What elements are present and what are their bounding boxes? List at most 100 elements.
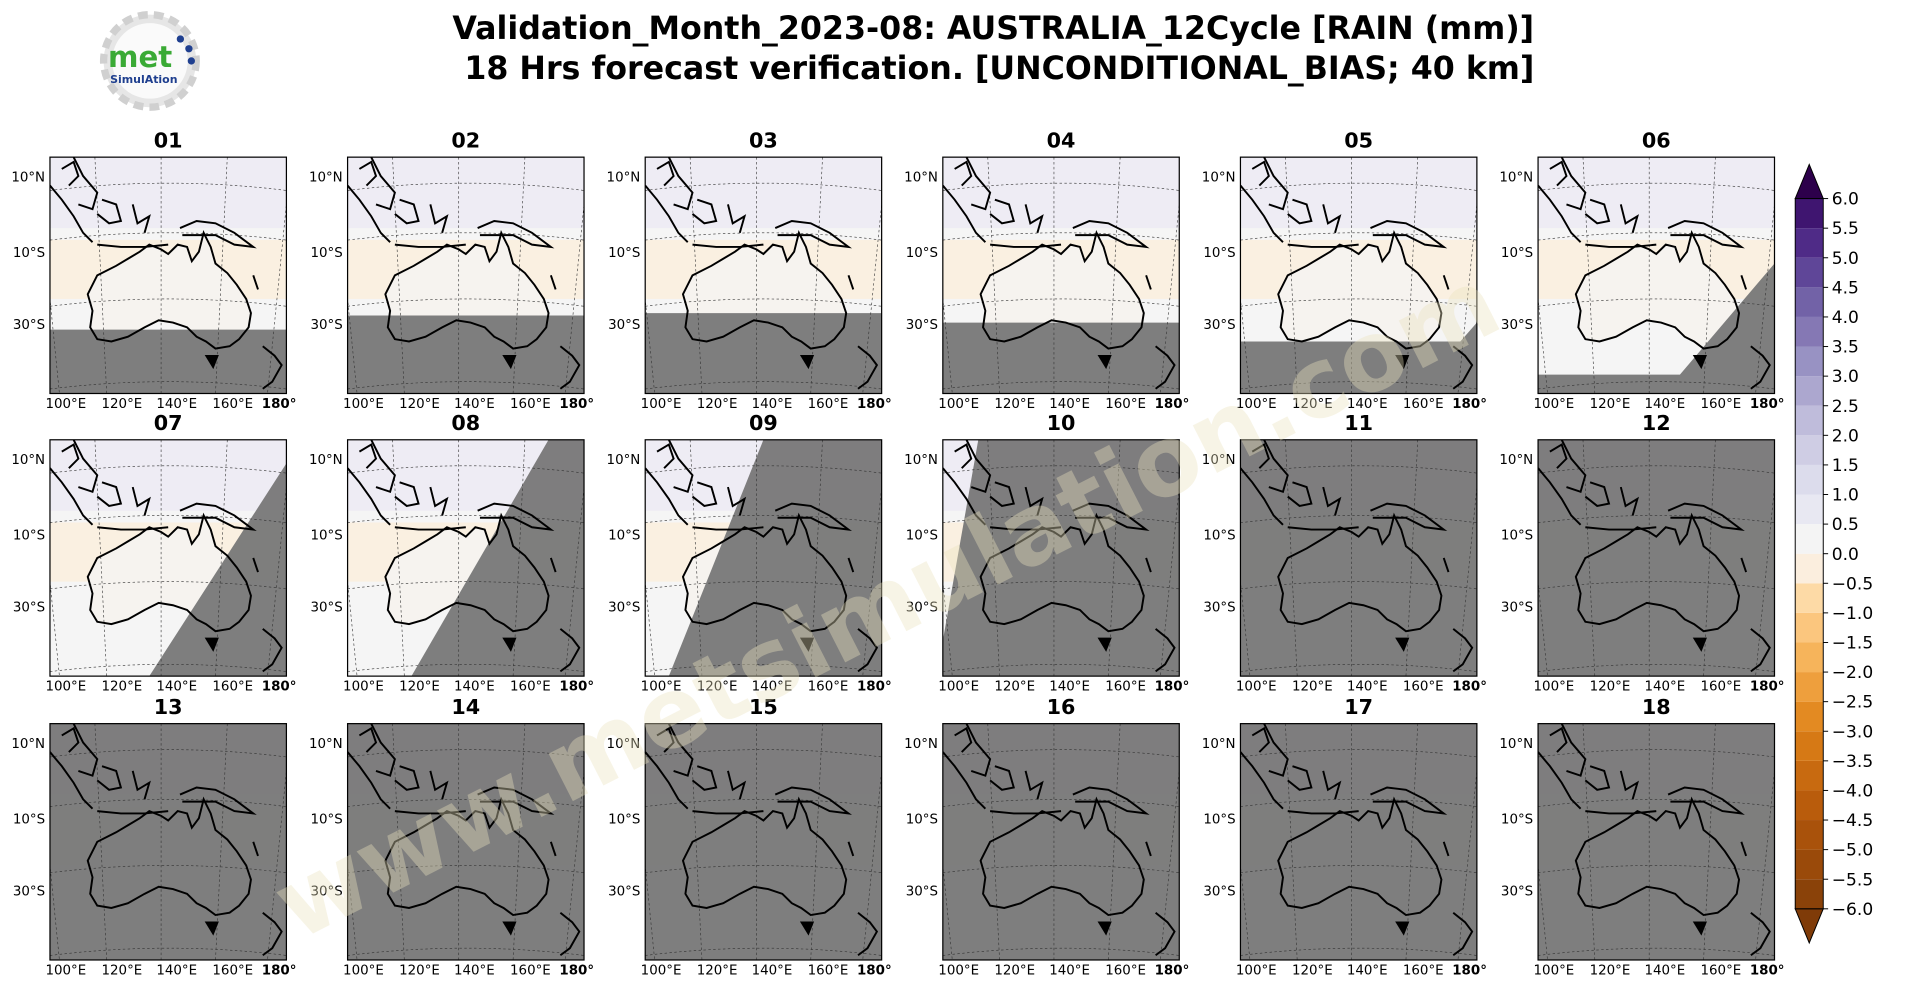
graticule xyxy=(942,581,1180,590)
map-frame xyxy=(942,723,1180,961)
lat-label: 10°N xyxy=(1202,453,1236,468)
coastline xyxy=(502,637,517,652)
coastline xyxy=(477,219,555,249)
coastline xyxy=(1155,345,1176,390)
graticule xyxy=(1160,767,1180,960)
coastline xyxy=(347,184,391,243)
coastline xyxy=(347,751,391,810)
map-frame xyxy=(1537,156,1776,395)
lat-label: 30°S xyxy=(906,884,938,899)
coastline xyxy=(477,502,555,531)
map-panel: 06 10°N 10°S 30°S 100°E 120°E 140°E 160°E 180° xyxy=(1499,128,1784,412)
coastline xyxy=(1097,637,1112,652)
lon-label: 140°E xyxy=(454,397,495,412)
lon-label: 120°E xyxy=(1292,964,1333,979)
panel-title: 12 xyxy=(1642,411,1671,435)
graticule xyxy=(1457,767,1477,960)
map-body xyxy=(49,439,287,677)
coastline xyxy=(1584,198,1611,225)
title-line: 18 Hrs forecast verification. [UNCONDITI… xyxy=(464,51,1534,87)
graticule xyxy=(1240,749,1477,758)
missing-data xyxy=(942,322,1180,394)
missing-data xyxy=(1538,723,1775,960)
graticule xyxy=(267,767,287,960)
coastline xyxy=(942,751,987,810)
lon-label: 120°E xyxy=(102,964,143,979)
coastline xyxy=(1692,921,1707,936)
lon-label: 140°E xyxy=(1644,680,1685,695)
colorbar-band xyxy=(1795,524,1824,554)
map-body xyxy=(1240,157,1477,394)
coastline xyxy=(1549,726,1568,753)
panel-title: 18 xyxy=(1642,695,1671,719)
missing-data xyxy=(645,723,882,960)
coastline xyxy=(384,796,550,917)
lat-label: 30°S xyxy=(1203,601,1235,616)
lon-label: 180° xyxy=(857,964,892,979)
coastline xyxy=(1145,841,1152,857)
colorbar-tick-label: −2.5 xyxy=(1832,693,1873,713)
map-body xyxy=(942,157,1180,394)
map-frame xyxy=(942,439,1180,677)
missing-data xyxy=(347,315,585,394)
graticule xyxy=(942,515,1180,524)
coastline xyxy=(179,786,257,815)
graticule xyxy=(942,465,1180,474)
graticule xyxy=(1703,157,1716,394)
coastline xyxy=(847,557,855,573)
graticule xyxy=(810,157,823,394)
lat-label: 10°S xyxy=(310,246,342,261)
coastline xyxy=(1155,628,1176,673)
coastline xyxy=(1750,628,1771,673)
graticule xyxy=(347,798,585,807)
graticule xyxy=(1405,157,1419,394)
map-panel: 05 10°N 10°S 30°S 100°E 120°E 140°E 160°E 180° xyxy=(1202,128,1487,412)
graticule xyxy=(1108,439,1121,677)
lon-label: 120°E xyxy=(399,680,440,695)
map-frame xyxy=(1239,156,1478,395)
graticule xyxy=(942,182,1180,191)
graticule xyxy=(1160,483,1180,677)
graticule xyxy=(1240,664,1477,672)
graticule xyxy=(1538,664,1775,672)
missing-data xyxy=(1240,723,1477,960)
field-lavender xyxy=(942,157,1180,229)
coastline xyxy=(1287,243,1359,248)
map-panel: 17 10°N 10°S 30°S 100°E 120°E 140°E 160°E 180° xyxy=(1202,695,1487,979)
coastline xyxy=(1442,557,1450,573)
colorbar-band xyxy=(1795,287,1824,317)
coastline xyxy=(1277,796,1443,917)
lat-label: 10°S xyxy=(1203,246,1235,261)
lon-label: 100°E xyxy=(45,397,86,412)
lon-label: 140°E xyxy=(156,964,197,979)
graticule xyxy=(215,439,228,677)
lon-label: 180° xyxy=(559,397,594,412)
colorbar-band xyxy=(1795,316,1824,347)
colorbar-band xyxy=(1795,198,1824,229)
lon-label: 180° xyxy=(1750,964,1785,979)
coastline xyxy=(1692,637,1707,652)
coastline xyxy=(97,243,169,248)
graticule xyxy=(512,723,526,960)
lon-label: 180° xyxy=(559,680,594,695)
map-frame xyxy=(1239,439,1478,677)
coastline xyxy=(1549,160,1568,187)
map-panel: 02 10°N 10°S 30°S 100°E 120°E 140°E 160°E 180° xyxy=(309,128,594,412)
missing-data xyxy=(1240,322,1477,394)
lon-label: 160°E xyxy=(212,397,253,412)
lon-label: 120°E xyxy=(1590,964,1631,979)
graticule xyxy=(49,182,287,191)
graticule xyxy=(1457,201,1477,394)
coastline xyxy=(1072,502,1150,531)
graticule xyxy=(810,439,823,677)
lon-label: 160°E xyxy=(1701,964,1742,979)
logo-dot xyxy=(176,35,185,43)
coastline xyxy=(96,765,123,791)
lat-label: 10°N xyxy=(309,453,343,468)
lon-label: 100°E xyxy=(641,964,682,979)
map-panel: 08 10°N 10°S 30°S 100°E 120°E 140°E 160°E 180° xyxy=(309,411,594,695)
missing-data xyxy=(942,723,1180,960)
coastline xyxy=(358,726,378,753)
field-lavender xyxy=(347,157,585,229)
map-panel: 18 10°N 10°S 30°S 100°E 120°E 140°E 160°E 180° xyxy=(1499,695,1784,979)
